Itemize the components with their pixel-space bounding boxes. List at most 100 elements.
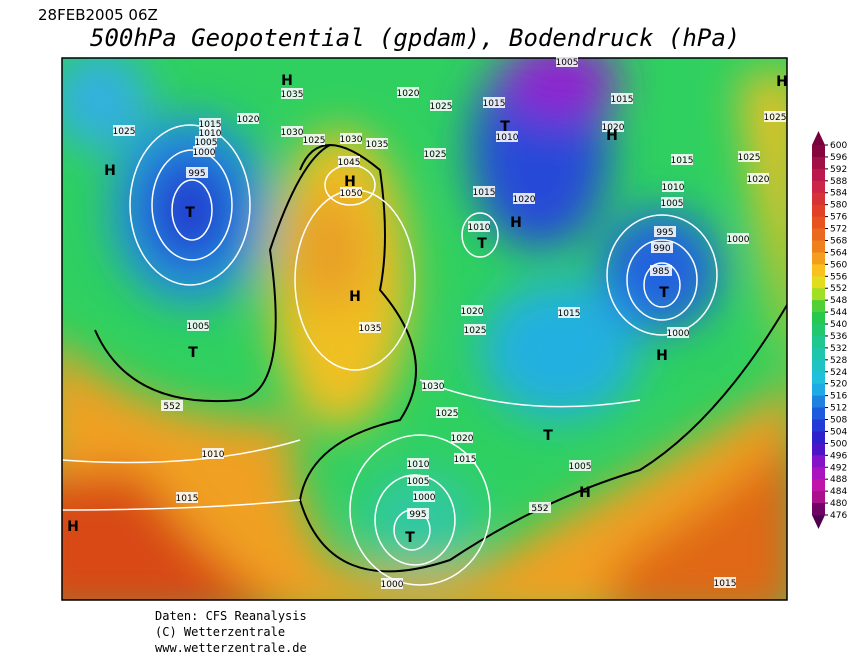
colorbar-segment bbox=[812, 335, 825, 349]
colorbar-label: 504 bbox=[830, 427, 847, 437]
pressure-center: H bbox=[281, 73, 293, 89]
colorbar-label: 576 bbox=[830, 213, 847, 223]
map-frame bbox=[61, 57, 788, 601]
isobar-label: 1015 bbox=[558, 309, 581, 319]
colorbar-segment bbox=[812, 145, 825, 158]
label-halo bbox=[611, 93, 633, 104]
label-halo bbox=[193, 146, 215, 157]
colorbar-segment bbox=[812, 491, 825, 504]
isobar-label: 1050 bbox=[340, 189, 363, 199]
label-halo bbox=[359, 322, 381, 333]
colorbar-segment bbox=[812, 371, 825, 385]
pressure-center: T bbox=[185, 205, 195, 221]
label-halo bbox=[747, 173, 769, 184]
pressure-center: H bbox=[579, 485, 591, 501]
isobar-label: 985 bbox=[652, 267, 669, 277]
isobar-label: 1010 bbox=[202, 450, 225, 460]
label-halo bbox=[397, 87, 419, 98]
label-halo bbox=[303, 134, 325, 145]
isobar-label: 1025 bbox=[303, 136, 326, 146]
label-halo bbox=[407, 508, 429, 519]
label-halo bbox=[513, 193, 535, 204]
colorbar-label: 488 bbox=[830, 475, 847, 485]
label-halo bbox=[556, 56, 578, 67]
isobar-label: 1025 bbox=[738, 153, 761, 163]
pressure-center: H bbox=[344, 174, 356, 190]
label-halo bbox=[381, 578, 403, 589]
label-halo bbox=[176, 492, 198, 503]
map-date: 28FEB2005 06Z bbox=[38, 6, 158, 24]
colorbar-segment bbox=[812, 455, 825, 468]
label-halo bbox=[558, 307, 580, 318]
isobar-label: 1030 bbox=[340, 135, 363, 145]
colorbar-segment bbox=[812, 264, 825, 277]
label-halo bbox=[738, 151, 760, 162]
pressure-center: T bbox=[477, 236, 487, 252]
colorbar-label: 536 bbox=[830, 332, 847, 342]
colorbar-label: 596 bbox=[830, 153, 847, 163]
isobar-label: 1015 bbox=[199, 120, 222, 130]
label-halo bbox=[422, 380, 444, 391]
isobar-label: 1010 bbox=[407, 460, 430, 470]
colorbar-label: 556 bbox=[830, 272, 847, 282]
label-halo bbox=[199, 127, 221, 138]
colorbar-label: 476 bbox=[830, 511, 847, 521]
pressure-center: H bbox=[67, 519, 79, 535]
isobar-label: 1020 bbox=[461, 307, 484, 317]
colorbar-label: 600 bbox=[830, 141, 847, 151]
isobar-label: 1020 bbox=[513, 195, 536, 205]
isobar-label: 1005 bbox=[569, 462, 592, 472]
label-halo bbox=[430, 100, 452, 111]
label-halo bbox=[473, 186, 495, 197]
colorbar-segment bbox=[812, 216, 825, 230]
footer-line: Daten: CFS Reanalysis bbox=[155, 609, 307, 623]
label-halo bbox=[340, 133, 362, 144]
colorbar-segment bbox=[812, 324, 825, 337]
isobar-label: 1010 bbox=[199, 129, 222, 139]
pressure-center: T bbox=[188, 345, 198, 361]
label-halo bbox=[454, 453, 476, 464]
label-halo bbox=[281, 126, 303, 137]
label-halo bbox=[413, 491, 435, 502]
colorbar-label: 552 bbox=[830, 284, 847, 294]
colorbar-segment bbox=[812, 395, 825, 409]
isobar-label: 1025 bbox=[764, 113, 787, 123]
label-halo bbox=[424, 148, 446, 159]
isobar-label: 1035 bbox=[359, 324, 382, 334]
colorbar-label: 492 bbox=[830, 463, 847, 473]
isobar-label: 1035 bbox=[366, 140, 389, 150]
colorbar-label: 572 bbox=[830, 225, 847, 235]
colorbar-cap bbox=[812, 131, 825, 145]
isobar-label: 1045 bbox=[338, 158, 361, 168]
label-halo bbox=[202, 448, 224, 459]
colorbar-segment bbox=[812, 300, 825, 313]
colorbar-segment bbox=[812, 479, 825, 492]
colorbar-label: 500 bbox=[830, 439, 847, 449]
label-halo bbox=[436, 407, 458, 418]
colorbar-label: 484 bbox=[830, 487, 847, 497]
label-halo bbox=[461, 305, 483, 316]
label-halo bbox=[727, 233, 749, 244]
isobar-label: 1020 bbox=[747, 175, 770, 185]
map-title: 500hPa Geopotential (gpdam), Bodendruck … bbox=[90, 24, 740, 52]
pressure-center: H bbox=[776, 74, 788, 90]
colorbar-segment bbox=[812, 252, 825, 265]
pressure-center: H bbox=[656, 348, 668, 364]
pressure-center: H bbox=[104, 163, 116, 179]
colorbar-segment bbox=[812, 192, 825, 206]
isobar-label: 1025 bbox=[424, 150, 447, 160]
label-halo bbox=[764, 111, 786, 122]
label-halo bbox=[161, 400, 183, 411]
isobar-label: 1015 bbox=[176, 494, 199, 504]
isobar-label: 552 bbox=[531, 504, 548, 514]
isobar-label: 1020 bbox=[451, 434, 474, 444]
label-halo bbox=[654, 226, 676, 237]
colorbar-segment bbox=[812, 312, 825, 325]
isobar-label: 990 bbox=[653, 244, 670, 254]
colorbar-label: 524 bbox=[830, 368, 847, 378]
label-halo bbox=[464, 324, 486, 335]
isobar-label: 552 bbox=[163, 402, 180, 412]
isobar-label: 1030 bbox=[281, 128, 304, 138]
colorbar-label: 516 bbox=[830, 392, 847, 402]
pressure-center: T bbox=[500, 119, 510, 135]
